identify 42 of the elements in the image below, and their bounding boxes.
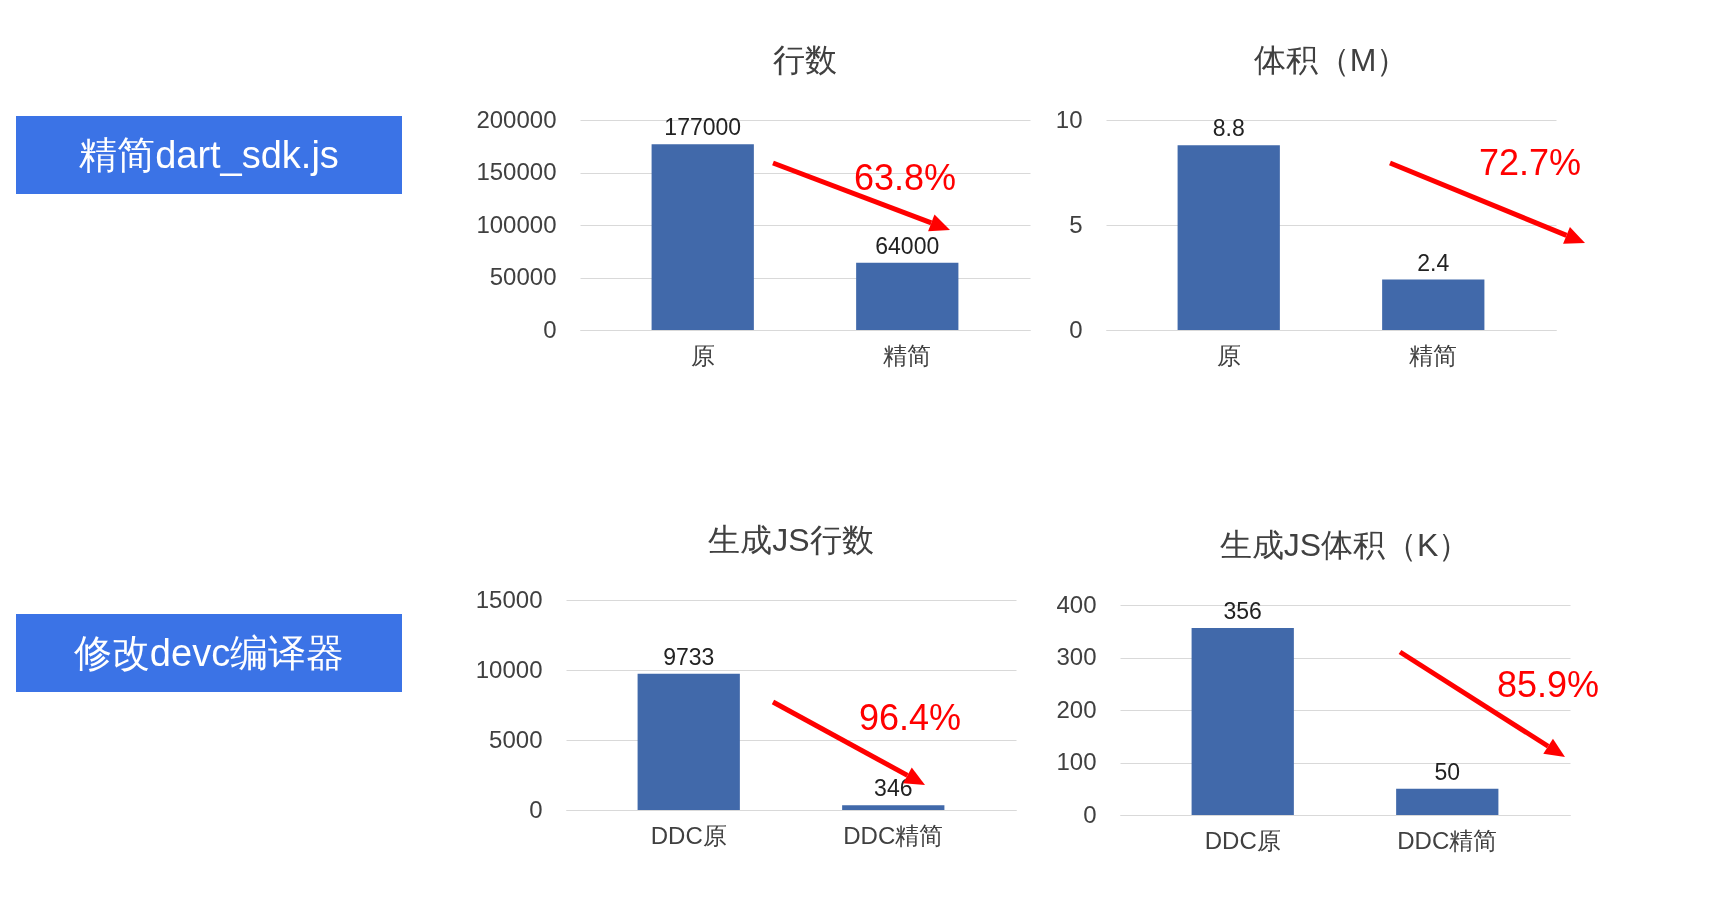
annotation: 85.9% — [1496, 664, 1600, 706]
y-tick-label: 200000 — [476, 105, 557, 133]
x-tick-label: 精简 — [883, 341, 932, 369]
y-tick-label: 200 — [1056, 695, 1097, 723]
y-tick-label: 15000 — [475, 585, 543, 613]
y-tick-label: 0 — [1083, 800, 1097, 828]
y-tick-label: 0 — [529, 795, 543, 823]
y-tick-label: 400 — [1056, 590, 1097, 618]
x-tick-label: 原 — [690, 341, 715, 369]
data-label: 50 — [1434, 758, 1461, 785]
y-tick-label: 5 — [1069, 210, 1083, 238]
y-tick-label: 10000 — [475, 655, 543, 683]
data-label: 8.8 — [1212, 115, 1245, 142]
text: 修改devc编译器 — [16, 614, 402, 692]
y-tick-label: 100 — [1056, 748, 1097, 775]
y-tick-label: 150000 — [476, 158, 557, 185]
data-label: 64000 — [875, 232, 940, 259]
annotation: 63.8% — [853, 157, 957, 199]
text: 精简dart_sdk.js — [16, 116, 402, 194]
x-tick-label: DDC精简 — [843, 821, 944, 849]
x-tick-label: 精简 — [1409, 341, 1458, 369]
data-label: 356 — [1223, 598, 1262, 625]
data-label: 177000 — [664, 114, 742, 141]
y-tick-label: 300 — [1056, 643, 1097, 670]
x-tick-label: DDC精简 — [1397, 826, 1498, 854]
annotation: 96.4% — [858, 697, 962, 739]
annotation: 72.7% — [1478, 142, 1582, 184]
x-tick-label: 原 — [1216, 341, 1241, 369]
chart-title: 行数 — [773, 42, 837, 78]
x-tick-label: DDC原 — [1204, 826, 1281, 854]
chart-title: 体积（M） — [1253, 42, 1409, 78]
y-tick-label: 100000 — [476, 210, 557, 238]
data-label: 2.4 — [1417, 249, 1450, 276]
data-label: 9733 — [663, 643, 715, 670]
y-tick-label: 0 — [1069, 315, 1083, 343]
y-tick-label: 5000 — [489, 725, 543, 753]
x-tick-label: DDC原 — [650, 821, 727, 849]
y-tick-label: 10 — [1055, 105, 1083, 133]
chart-title: 生成JS体积（K） — [1219, 527, 1471, 563]
y-tick-label: 50000 — [489, 263, 557, 290]
chart-title: 生成JS行数 — [708, 522, 874, 558]
y-tick-label: 0 — [543, 315, 557, 343]
